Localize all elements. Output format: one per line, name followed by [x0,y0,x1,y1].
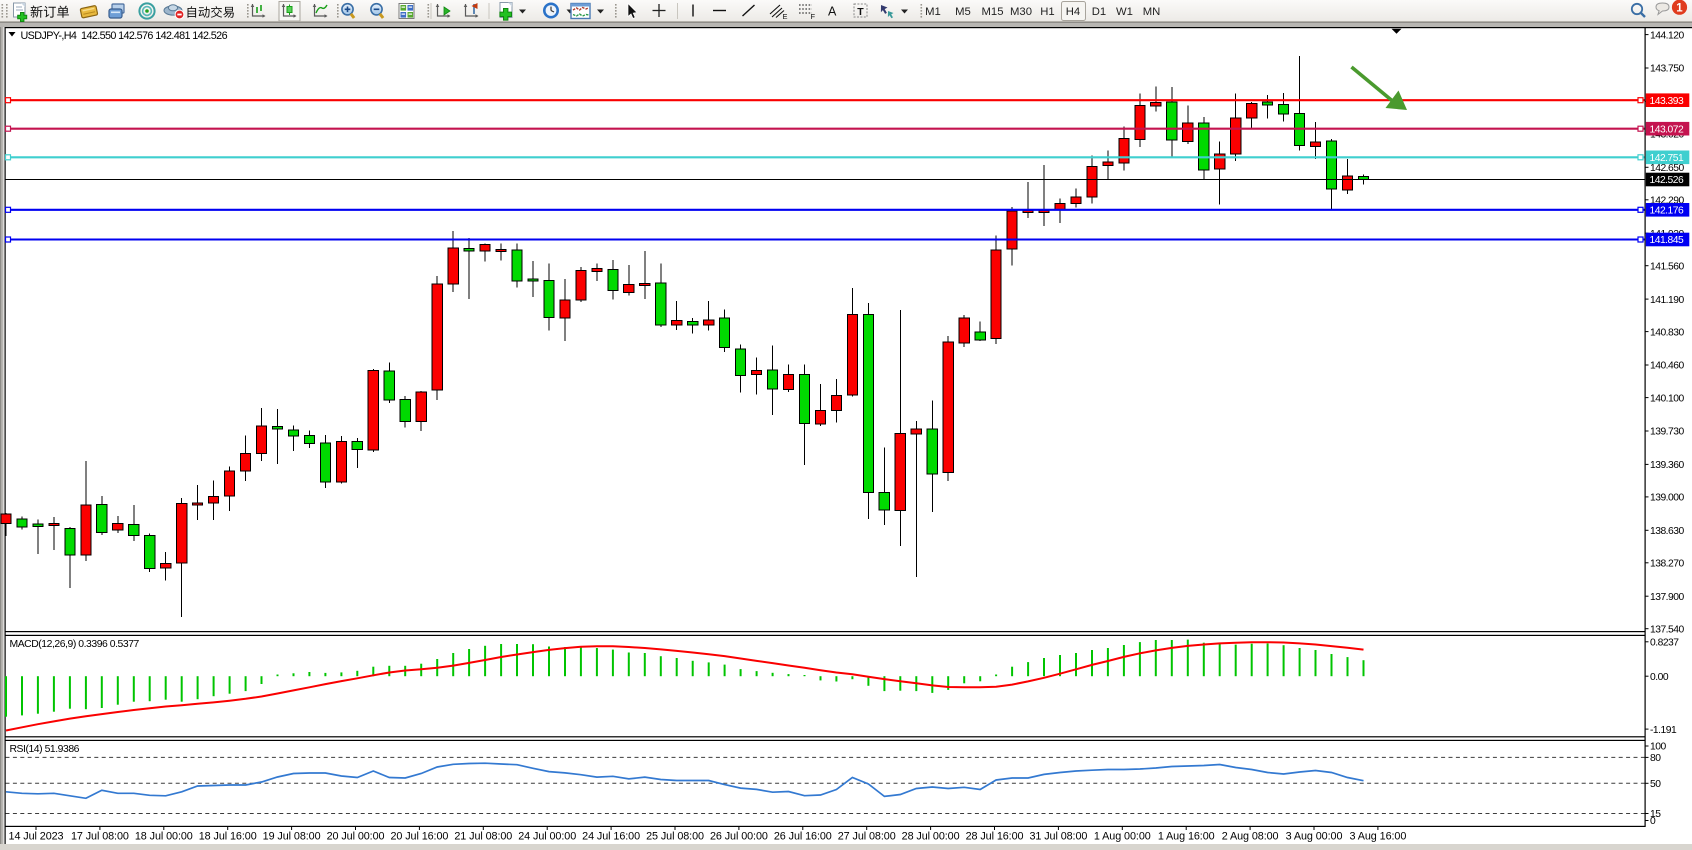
svg-text:1 Aug 00:00: 1 Aug 00:00 [1094,830,1151,842]
svg-text:M30: M30 [1010,6,1032,18]
svg-text:18 Jul 16:00: 18 Jul 16:00 [199,830,257,842]
svg-text:H1: H1 [1040,6,1054,18]
svg-text:0.00: 0.00 [1650,672,1669,683]
svg-text:137.900: 137.900 [1650,592,1684,603]
svg-text:USDJPY-,H4 142.550 142.576 14: USDJPY-,H4 142.550 142.576 142.481 142.5… [21,30,228,42]
svg-text:3 Aug 16:00: 3 Aug 16:00 [1350,830,1407,842]
svg-text:80: 80 [1650,753,1661,764]
svg-text:100: 100 [1650,742,1666,753]
svg-text:141.190: 141.190 [1650,295,1684,306]
svg-text:141.845: 141.845 [1650,235,1684,246]
svg-text:3 Aug 00:00: 3 Aug 00:00 [1286,830,1343,842]
svg-text:142.751: 142.751 [1650,153,1684,164]
svg-text:0.8237: 0.8237 [1650,638,1679,649]
svg-text:139.360: 139.360 [1650,460,1684,471]
svg-text:27 Jul 08:00: 27 Jul 08:00 [838,830,896,842]
svg-text:17 Jul 08:00: 17 Jul 08:00 [71,830,129,842]
svg-text:M1: M1 [925,6,941,18]
svg-text:F: F [811,12,816,21]
svg-text:144.120: 144.120 [1650,30,1684,41]
svg-text:20 Jul 16:00: 20 Jul 16:00 [390,830,448,842]
svg-text:14 Jul 2023: 14 Jul 2023 [9,830,64,842]
svg-text:M5: M5 [955,6,971,18]
svg-text:21 Jul 08:00: 21 Jul 08:00 [454,830,512,842]
svg-text:143.072: 143.072 [1650,124,1684,135]
svg-text:0: 0 [1650,816,1656,827]
svg-text:D1: D1 [1092,6,1106,18]
svg-text:140.460: 140.460 [1650,361,1684,372]
svg-text:M15: M15 [982,6,1004,18]
svg-text:50: 50 [1650,779,1661,790]
svg-text:140.100: 140.100 [1650,393,1684,404]
svg-text:1 Aug 16:00: 1 Aug 16:00 [1158,830,1215,842]
svg-text:A: A [828,5,837,19]
svg-text:142.290: 142.290 [1650,196,1684,207]
svg-text:28 Jul 16:00: 28 Jul 16:00 [966,830,1024,842]
svg-text:31 Jul 08:00: 31 Jul 08:00 [1029,830,1087,842]
svg-text:1: 1 [1676,3,1683,15]
svg-text:26 Jul 00:00: 26 Jul 00:00 [710,830,768,842]
svg-text:2 Aug 08:00: 2 Aug 08:00 [1222,830,1279,842]
svg-text:19 Jul 08:00: 19 Jul 08:00 [263,830,321,842]
svg-text:138.630: 138.630 [1650,526,1684,537]
svg-text:H4: H4 [1066,6,1080,18]
svg-text:142.176: 142.176 [1650,206,1684,217]
svg-text:26 Jul 16:00: 26 Jul 16:00 [774,830,832,842]
svg-text:142.650: 142.650 [1650,163,1684,174]
svg-text:15: 15 [1650,809,1661,820]
svg-text:137.540: 137.540 [1650,624,1684,635]
svg-text:28 Jul 00:00: 28 Jul 00:00 [902,830,960,842]
svg-text:T: T [857,6,864,18]
svg-text:143.750: 143.750 [1650,64,1684,75]
svg-text:18 Jul 00:00: 18 Jul 00:00 [135,830,193,842]
svg-text:MN: MN [1143,6,1161,18]
svg-text:139.000: 139.000 [1650,493,1684,504]
svg-text:W1: W1 [1116,6,1133,18]
svg-text:-1.191: -1.191 [1650,725,1677,736]
svg-text:20 Jul 00:00: 20 Jul 00:00 [327,830,385,842]
svg-text:MACD(12,26,9) 0.3396 0.5377: MACD(12,26,9) 0.3396 0.5377 [10,639,140,650]
svg-text:24 Jul 16:00: 24 Jul 16:00 [582,830,640,842]
svg-text:140.830: 140.830 [1650,327,1684,338]
svg-text:25 Jul 08:00: 25 Jul 08:00 [646,830,704,842]
svg-text:E: E [783,12,788,21]
svg-text:141.560: 141.560 [1650,261,1684,272]
svg-text:138.270: 138.270 [1650,559,1684,570]
svg-text:139.730: 139.730 [1650,427,1684,438]
svg-text:RSI(14) 51.9386: RSI(14) 51.9386 [10,744,80,755]
svg-text:143.393: 143.393 [1650,96,1684,107]
svg-text:142.526: 142.526 [1650,175,1684,186]
svg-text:24 Jul 00:00: 24 Jul 00:00 [518,830,576,842]
